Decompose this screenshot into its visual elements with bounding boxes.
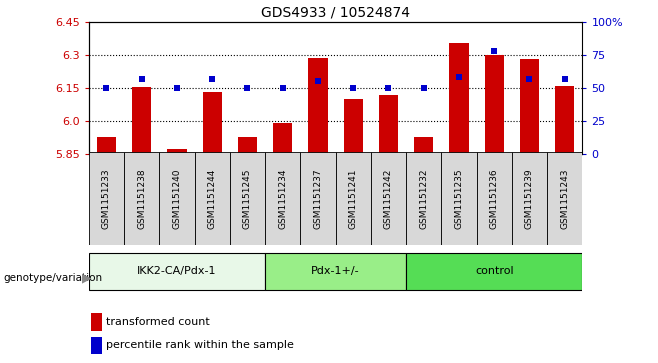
- Text: GSM1151244: GSM1151244: [208, 168, 216, 229]
- FancyBboxPatch shape: [442, 152, 476, 245]
- FancyBboxPatch shape: [195, 152, 230, 245]
- Text: GSM1151238: GSM1151238: [138, 168, 146, 229]
- Text: GSM1151235: GSM1151235: [455, 168, 463, 229]
- Text: GSM1151233: GSM1151233: [102, 168, 111, 229]
- Text: GSM1151234: GSM1151234: [278, 168, 287, 229]
- Text: GSM1151245: GSM1151245: [243, 168, 252, 229]
- Bar: [520, 59, 539, 154]
- Title: GDS4933 / 10524874: GDS4933 / 10524874: [261, 5, 410, 19]
- Text: GSM1151243: GSM1151243: [560, 168, 569, 229]
- FancyBboxPatch shape: [89, 253, 265, 290]
- Text: GSM1151237: GSM1151237: [313, 168, 322, 229]
- FancyBboxPatch shape: [371, 152, 406, 245]
- Bar: [379, 95, 398, 154]
- FancyBboxPatch shape: [300, 152, 336, 245]
- FancyBboxPatch shape: [89, 152, 124, 245]
- FancyBboxPatch shape: [547, 152, 582, 245]
- Bar: [203, 93, 222, 154]
- Text: GSM1151232: GSM1151232: [419, 168, 428, 229]
- FancyBboxPatch shape: [476, 152, 512, 245]
- FancyBboxPatch shape: [265, 253, 406, 290]
- Bar: [273, 123, 292, 154]
- Bar: [449, 43, 468, 154]
- Text: Pdx-1+/-: Pdx-1+/-: [311, 266, 360, 276]
- Text: control: control: [475, 266, 513, 276]
- Text: genotype/variation: genotype/variation: [3, 273, 103, 283]
- FancyBboxPatch shape: [406, 152, 442, 245]
- Bar: [343, 99, 363, 154]
- Text: GSM1151242: GSM1151242: [384, 168, 393, 229]
- Bar: [238, 136, 257, 154]
- FancyBboxPatch shape: [265, 152, 300, 245]
- FancyBboxPatch shape: [512, 152, 547, 245]
- Text: IKK2-CA/Pdx-1: IKK2-CA/Pdx-1: [138, 266, 216, 276]
- Bar: [91, 313, 102, 331]
- Bar: [484, 55, 504, 154]
- FancyBboxPatch shape: [159, 152, 195, 245]
- Text: transformed count: transformed count: [106, 317, 210, 327]
- Text: percentile rank within the sample: percentile rank within the sample: [106, 340, 294, 350]
- Bar: [555, 86, 574, 154]
- FancyBboxPatch shape: [336, 152, 371, 245]
- FancyBboxPatch shape: [124, 152, 159, 245]
- Bar: [132, 87, 151, 154]
- Text: GSM1151239: GSM1151239: [525, 168, 534, 229]
- Bar: [97, 136, 116, 154]
- Bar: [167, 149, 187, 154]
- Text: GSM1151236: GSM1151236: [490, 168, 499, 229]
- Bar: [414, 136, 434, 154]
- Text: ▶: ▶: [82, 271, 92, 284]
- Bar: [91, 337, 102, 354]
- FancyBboxPatch shape: [406, 253, 582, 290]
- FancyBboxPatch shape: [230, 152, 265, 245]
- Text: GSM1151240: GSM1151240: [172, 168, 182, 229]
- Bar: [308, 58, 328, 154]
- Text: GSM1151241: GSM1151241: [349, 168, 358, 229]
